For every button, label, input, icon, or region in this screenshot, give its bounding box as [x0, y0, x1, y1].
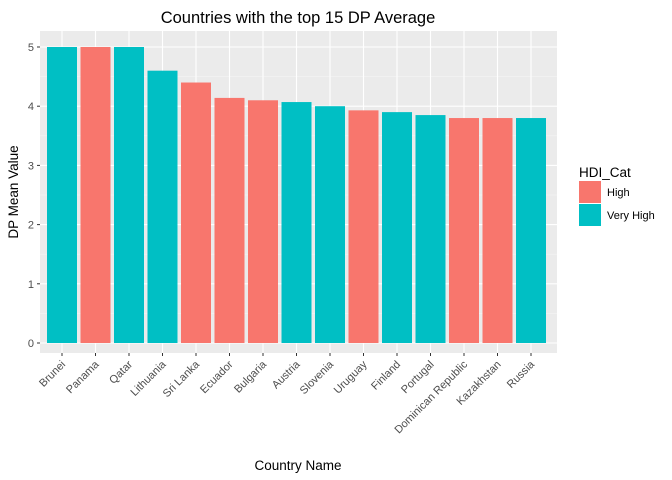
x-tick-label: Slovenia [298, 358, 337, 397]
x-tick-label: Ecuador [198, 358, 236, 396]
bar-ecuador [214, 97, 245, 343]
bar-portugal [415, 115, 446, 343]
x-tick-label: Bulgaria [232, 358, 270, 396]
bar-kazakhstan [482, 118, 513, 343]
x-tick-label: Brunei [37, 359, 68, 390]
bar-dominican-republic [449, 118, 479, 343]
bar-qatar [114, 47, 144, 343]
legend-title: HDI_Cat [579, 165, 631, 180]
legend: HDI_Cat High Very High [579, 165, 655, 226]
bar-panama [80, 47, 111, 343]
x-tick-label: Uruguay [332, 358, 370, 396]
y-tick-label: 3 [28, 160, 34, 172]
x-tick-label: Austria [270, 358, 303, 391]
bar-sri-lanka [181, 82, 211, 344]
bar-finland [382, 112, 412, 344]
legend-label-very-high: Very High [607, 210, 655, 222]
y-tick-label: 0 [28, 338, 34, 350]
bar-slovenia [315, 106, 345, 343]
y-axis-title: DP Mean Value [6, 145, 21, 238]
y-tick-label: 2 [28, 220, 34, 232]
x-tick-label: Russia [505, 358, 538, 391]
y-tick-label: 4 [28, 101, 34, 113]
legend-key-high [579, 181, 601, 203]
y-tick-label: 5 [28, 42, 34, 54]
bar-bulgaria [248, 100, 278, 343]
bar-austria [281, 102, 312, 343]
x-axis-title: Country Name [254, 458, 341, 473]
x-tick-label: Qatar [107, 358, 135, 386]
x-tick-label: Panama [64, 358, 102, 396]
y-tick-label: 1 [28, 279, 34, 291]
legend-key-very-high [579, 204, 601, 226]
bar-uruguay [348, 110, 379, 344]
x-tick-label: Sri Lanka [161, 358, 203, 400]
bar-russia [516, 118, 546, 343]
bars [47, 47, 546, 344]
bar-brunei [47, 47, 77, 343]
legend-label-high: High [607, 187, 630, 199]
bar-lithuania [147, 70, 178, 344]
chart-title: Countries with the top 15 DP Average [161, 9, 436, 27]
y-axis-ticks: 0 1 2 3 4 5 [28, 42, 40, 350]
